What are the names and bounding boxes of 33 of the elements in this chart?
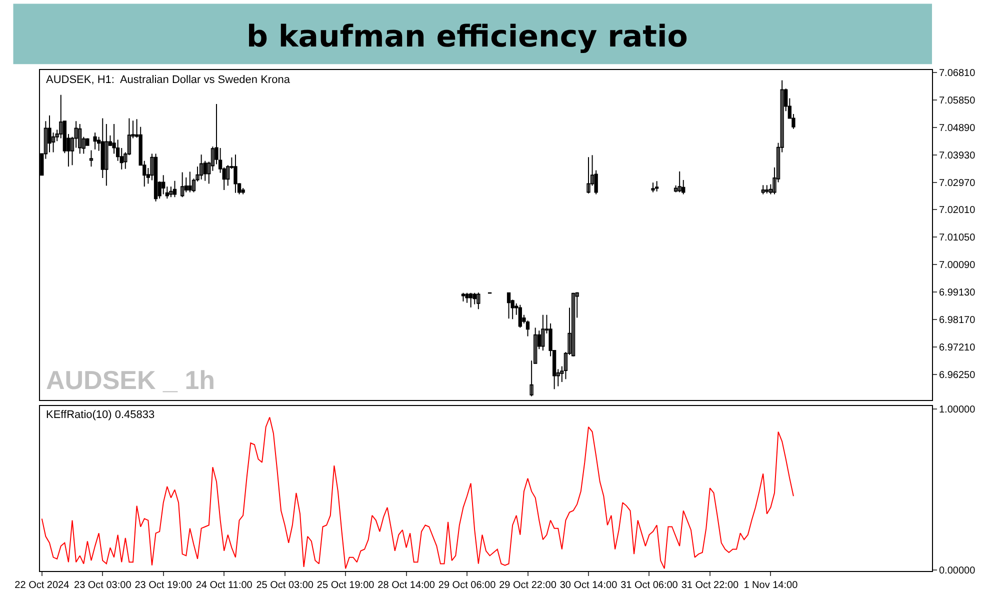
x-tick-label: 31 Oct 22:00 <box>681 580 740 591</box>
y-tick-label: 6.98170 <box>939 314 976 326</box>
y-tick-label: 7.02010 <box>939 205 976 216</box>
x-tick-label: 22 Oct 2024 <box>14 580 70 591</box>
y-tick-label: 7.00090 <box>939 260 976 272</box>
y-tick-label: 7.04890 <box>939 122 976 134</box>
y-tick-label: 1.00000 <box>939 404 976 416</box>
y-tick-label: 7.02970 <box>939 178 976 189</box>
candlestick <box>654 180 659 192</box>
x-tick-label: 31 Oct 06:00 <box>620 580 678 591</box>
x-tick-label: 29 Oct 22:00 <box>499 580 557 591</box>
y-tick-label: 6.99130 <box>939 287 976 298</box>
x-tick-label: 29 Oct 06:00 <box>438 580 496 591</box>
x-tick-label: 23 Oct 19:00 <box>134 580 192 591</box>
x-tick-label: 25 Oct 19:00 <box>316 580 375 591</box>
annotation: KEffRatio(10) 0.45833 <box>46 409 155 421</box>
chart-title: b kaufman efficiency ratio <box>246 20 688 54</box>
y-tick-label: 6.96250 <box>939 370 976 381</box>
annotation: AUDSEK, H1: Australian Dollar vs Sweden Krona <box>46 74 291 86</box>
x-tick-label: 30 Oct 14:00 <box>560 580 618 591</box>
x-tick-label: 1 Nov 14:00 <box>744 580 798 591</box>
x-tick-label: 24 Oct 11:00 <box>196 580 253 591</box>
annotation: AUDSEK _ 1h <box>46 365 216 395</box>
candlestick <box>651 182 655 193</box>
y-tick-label: 0.00000 <box>939 566 976 577</box>
y-tick-label: 7.06810 <box>939 68 976 80</box>
y-tick-label: 7.05850 <box>939 96 976 106</box>
x-tick-label: 28 Oct 14:00 <box>378 580 436 591</box>
y-tick-label: 7.01050 <box>939 232 976 244</box>
x-tick-label: 23 Oct 03:00 <box>74 580 132 591</box>
y-tick-label: 6.97210 <box>939 342 976 354</box>
y-tick-label: 7.03930 <box>939 150 976 162</box>
x-tick-label: 25 Oct 03:00 <box>256 580 314 591</box>
